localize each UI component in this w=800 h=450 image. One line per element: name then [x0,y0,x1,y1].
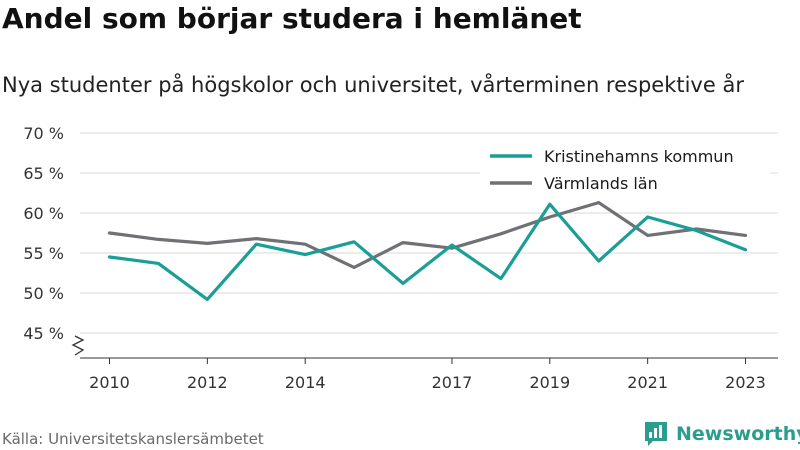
y-tick-label: 55 % [23,244,64,263]
y-tick-label: 60 % [23,204,64,223]
y-tick-label: 50 % [23,284,64,303]
chart-subtitle: Nya studenter på högskolor och universit… [2,73,744,97]
series-line-1 [107,202,748,301]
legend-label: Värmlands län [544,174,658,193]
axis-break-icon [71,335,85,356]
grid-lines [80,132,778,334]
x-tick-label: 2023 [725,373,766,392]
axes: 45 % 50 % 55 % 60 % 65 % 70 % 2010 2012 2014 2017… [23,124,778,392]
bar-chart-logo-icon [645,422,667,446]
x-tick-label: 2017 [432,373,473,392]
brand-name: Newsworthy [676,423,800,445]
y-tick-label: 65 % [23,164,64,183]
x-tick-label: 2010 [89,373,130,392]
x-tick-label: 2021 [627,373,668,392]
x-tick-label: 2019 [529,373,570,392]
legend: Kristinehamns kommun Värmlands län [480,143,770,198]
source-note: Källa: Universitetskanslersämbetet [2,430,264,448]
legend-label: Kristinehamns kommun [544,147,734,166]
legend-background [480,143,770,198]
brand-logo: Newsworthy [644,420,800,448]
x-tick-label: 2012 [187,373,228,392]
series-line-2 [107,201,748,269]
series-lines [107,201,748,301]
x-tick-label: 2014 [285,373,326,392]
chart-title: Andel som börjar studera i hemlänet [2,2,582,35]
y-tick-label: 45 % [23,324,64,343]
y-tick-label: 70 % [23,124,64,143]
